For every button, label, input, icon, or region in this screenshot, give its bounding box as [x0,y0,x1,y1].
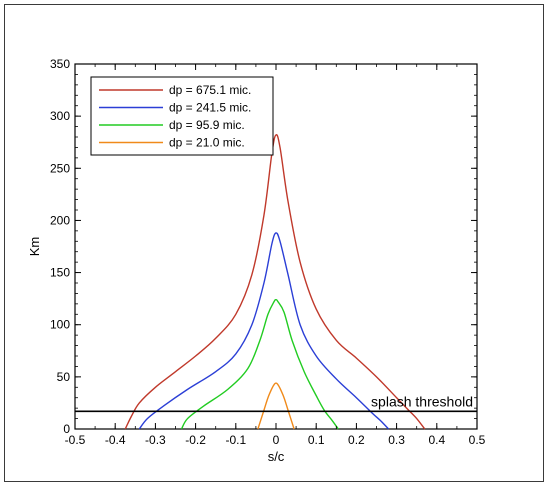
figure-frame: splash threshold -0.5 -0.4 -0.3 -0.2 -0.1 0 0.… [4,4,544,482]
y-tick-label: 150 [50,266,70,280]
y-tick-label: 250 [50,161,70,175]
x-tick-label: 0.1 [308,433,325,447]
series-line-1 [138,232,390,430]
x-tick-label: 0 [273,433,280,447]
x-axis-label: s/c [268,449,285,464]
legend: dp = 675.1 mic. dp = 241.5 mic. dp = 95.9 … [90,76,274,156]
y-tick-label: 100 [50,318,70,332]
x-tick-label: 0.2 [348,433,365,447]
legend-label-3: dp = 21.0 mic. [169,136,245,150]
x-tick-label: 0.5 [469,433,486,447]
x-tick-label: -0.4 [105,433,126,447]
y-tick-label: 300 [50,109,70,123]
y-axis-label: Km [27,237,42,257]
x-tick-label: 0.4 [428,433,445,447]
series-line-2 [180,298,339,430]
series-line-0 [124,134,426,430]
series-line-3 [257,382,295,430]
y-tick-label: 50 [57,370,71,384]
axis-layer: -0.5 -0.4 -0.3 -0.2 -0.1 0 0.1 0.2 0.3 0.4 0.5 0 50 1… [50,57,486,447]
x-tick-label: 0.3 [388,433,405,447]
series-layer [124,134,426,430]
x-tick-label: -0.1 [225,433,246,447]
x-tick-label: -0.2 [185,433,206,447]
y-tick-label: 350 [50,57,70,71]
reference-layer: splash threshold [75,393,477,413]
splash-threshold-label: splash threshold [371,393,473,409]
legend-label-0: dp = 675.1 mic. [169,83,251,97]
y-tick-label: 0 [63,422,70,436]
x-tick-label: -0.3 [145,433,166,447]
line-chart: splash threshold -0.5 -0.4 -0.3 -0.2 -0.1 0 0.… [27,57,486,464]
y-tick-label: 200 [50,213,70,227]
x-tick-label: -0.5 [65,433,86,447]
legend-label-1: dp = 241.5 mic. [169,101,251,115]
legend-label-2: dp = 95.9 mic. [169,118,245,132]
